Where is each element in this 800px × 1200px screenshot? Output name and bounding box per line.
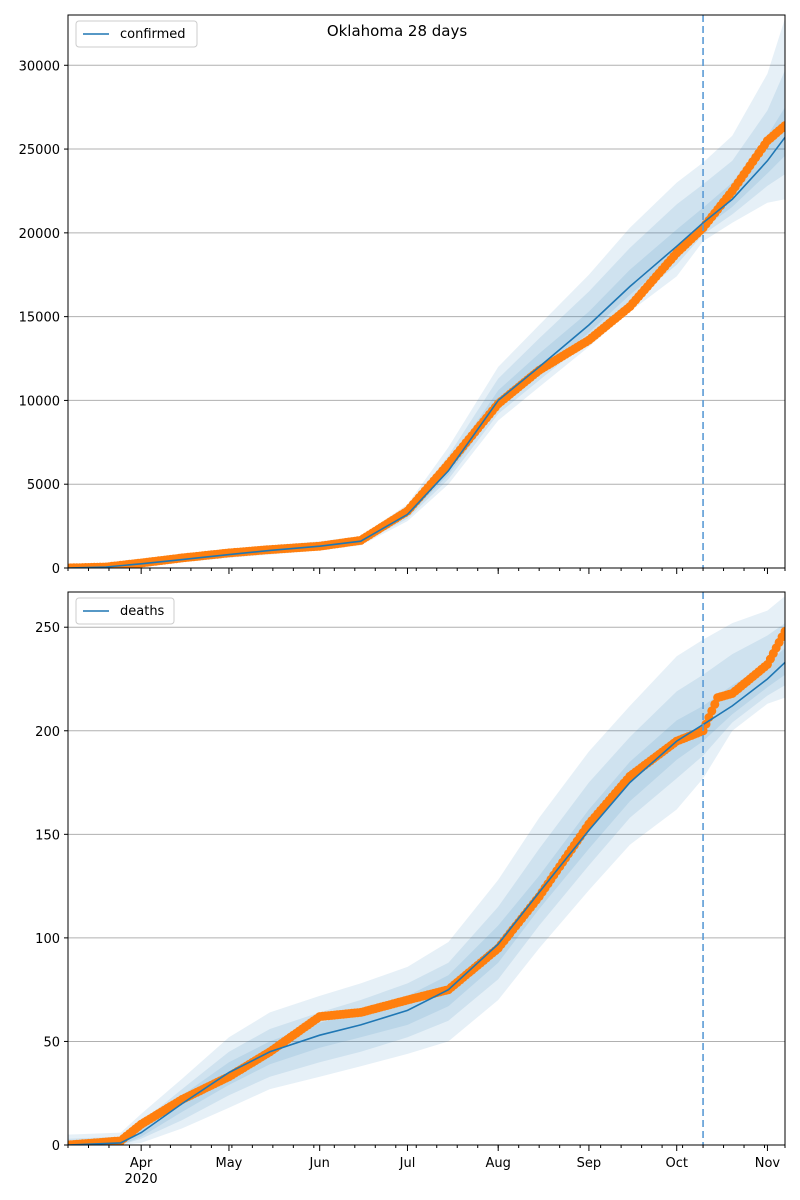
y-tick-label: 10000: [19, 394, 60, 409]
y-tick-label: 100: [35, 932, 60, 947]
y-tick-label: 50: [43, 1035, 60, 1050]
x-tick-label: Apr: [130, 1156, 153, 1171]
chart-title: Oklahoma 28 days: [327, 22, 468, 40]
legend-box: [75, 20, 198, 48]
observed-point: [780, 121, 785, 131]
legend: deaths: [75, 597, 175, 625]
x-tick-label: Jun: [309, 1156, 330, 1171]
y-tick-label: 20000: [19, 227, 60, 242]
observed-series: [68, 626, 785, 1145]
y-tick-label: 15000: [19, 311, 60, 326]
confidence-band-3: [68, 647, 785, 1145]
y-tick-label: 30000: [19, 59, 60, 74]
model-line: [68, 136, 785, 568]
x-tick-label: Oct: [665, 1156, 687, 1171]
x-tick-label: Aug: [486, 1156, 511, 1171]
legend-label: confirmed: [120, 27, 186, 42]
axes-frame: [67, 14, 786, 569]
y-tick-label: 25000: [19, 143, 60, 158]
confidence-band-2: [68, 623, 785, 1145]
legend: confirmed: [75, 20, 198, 48]
observed-point: [780, 626, 785, 636]
confidence-band-1: [68, 596, 785, 1145]
x-tick-label: Nov: [755, 1156, 781, 1171]
x-tick-label: Jul: [399, 1156, 416, 1171]
y-tick-label: 0: [52, 562, 60, 577]
x-tick-label: Sep: [577, 1156, 602, 1171]
y-tick-label: 150: [35, 828, 60, 843]
legend-label: deaths: [120, 604, 165, 619]
y-tick-label: 250: [35, 621, 60, 636]
x-tick-label: May: [216, 1156, 243, 1171]
x-tick-sublabel: 2020: [125, 1172, 158, 1187]
y-tick-label: 5000: [27, 478, 60, 493]
y-tick-label: 0: [52, 1139, 60, 1154]
axes-frame: [67, 591, 786, 1146]
panel-top: 0 5000 10000 15000 20000 25000 30000 confirmed: [19, 14, 786, 577]
y-tick-label: 200: [35, 725, 60, 740]
legend-box: [75, 597, 175, 625]
